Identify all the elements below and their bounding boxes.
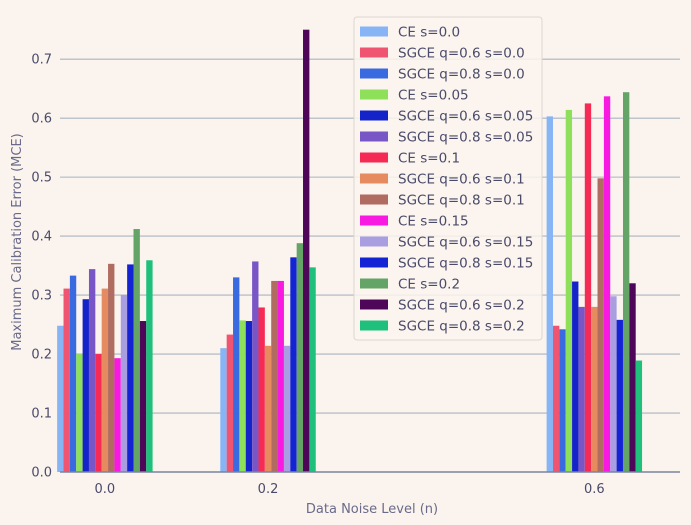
legend-entry: SGCE q=0.6 s=0.15 xyxy=(398,235,533,251)
bar xyxy=(277,280,284,472)
bar xyxy=(139,321,147,472)
bar xyxy=(258,307,265,472)
legend-entry: SGCE q=0.6 s=0.0 xyxy=(398,46,525,62)
legend-swatch xyxy=(360,152,388,163)
bar xyxy=(88,269,96,472)
legend-swatch xyxy=(360,110,388,121)
y-axis-label: Maximum Calibration Error (MCE) xyxy=(10,133,25,351)
bar xyxy=(264,345,272,472)
bar xyxy=(146,260,153,472)
legend: CE s=0.0 SGCE q=0.6 s=0.0 SGCE q=0.8 s=0.0… xyxy=(353,16,543,341)
bar xyxy=(82,299,89,472)
legend-swatch xyxy=(360,320,388,331)
bar xyxy=(76,354,83,472)
bar xyxy=(114,358,121,472)
legend-swatch xyxy=(360,194,388,205)
bar xyxy=(63,288,70,472)
y-tick-label: 0.7 xyxy=(31,53,52,68)
legend-entry: SGCE q=0.8 s=0.05 xyxy=(398,130,533,146)
bar xyxy=(133,229,140,472)
bar xyxy=(546,116,553,472)
bar xyxy=(559,329,566,472)
bar xyxy=(108,263,115,472)
legend-swatch xyxy=(360,215,388,226)
legend-entry: SGCE q=0.6 s=0.05 xyxy=(398,109,533,125)
legend-swatch xyxy=(360,299,388,310)
bar xyxy=(629,283,636,472)
bar xyxy=(69,275,77,472)
bar xyxy=(578,306,585,472)
bar xyxy=(252,261,259,472)
bar xyxy=(309,267,316,472)
legend-swatch xyxy=(360,173,388,184)
bar xyxy=(290,257,297,472)
legend-swatch xyxy=(360,47,388,58)
legend-entry: SGCE q=0.8 s=0.2 xyxy=(398,319,525,335)
bar xyxy=(565,109,573,473)
bar xyxy=(57,325,64,472)
bar xyxy=(271,280,278,472)
bar xyxy=(597,178,604,473)
bar xyxy=(120,295,128,472)
legend-entry: CE s=0.0 xyxy=(398,25,460,41)
legend-entry: SGCE q=0.8 s=0.0 xyxy=(398,67,525,83)
bar xyxy=(95,354,102,472)
bar xyxy=(591,306,598,472)
x-tick-label: 0.0 xyxy=(95,482,116,497)
y-tick-label: 0.2 xyxy=(31,348,52,363)
legend-entry: SGCE q=0.6 s=0.2 xyxy=(398,298,525,314)
bar xyxy=(233,277,240,472)
legend-entry: CE s=0.2 xyxy=(398,277,460,293)
bar xyxy=(622,92,630,472)
legend-entry: SGCE q=0.8 s=0.15 xyxy=(398,256,533,272)
y-tick-label: 0.5 xyxy=(31,171,52,186)
axes: 0.0 0.1 0.2 0.3 0.4 0.5 0.6 0.7 0.0 0.2 0.6 xyxy=(31,53,680,497)
bar xyxy=(127,264,134,472)
x-tick-label: 0.2 xyxy=(258,482,279,497)
bar xyxy=(552,325,560,472)
y-tick-label: 0.6 xyxy=(31,112,52,127)
legend-swatch xyxy=(360,68,388,79)
bar xyxy=(635,360,643,472)
legend-swatch xyxy=(360,26,388,37)
legend-box xyxy=(353,16,543,341)
legend-entry: CE s=0.05 xyxy=(398,88,469,104)
bar xyxy=(603,96,611,472)
bar xyxy=(296,243,304,472)
legend-entry: SGCE q=0.8 s=0.1 xyxy=(398,193,525,209)
bar xyxy=(101,288,109,472)
bar xyxy=(220,348,227,472)
legend-entry: CE s=0.15 xyxy=(398,214,469,230)
bar xyxy=(226,334,234,472)
legend-swatch xyxy=(360,257,388,268)
bar xyxy=(610,296,617,472)
bars xyxy=(57,29,643,473)
bar xyxy=(245,321,253,472)
bar xyxy=(584,103,592,473)
legend-entry: CE s=0.1 xyxy=(398,151,460,167)
bar xyxy=(572,281,579,472)
legend-swatch xyxy=(360,131,388,142)
y-tick-label: 0.3 xyxy=(31,289,52,304)
bar xyxy=(616,319,623,472)
x-tick-label: 0.6 xyxy=(584,482,605,497)
bar xyxy=(303,29,310,472)
legend-swatch xyxy=(360,236,388,247)
y-tick-label: 0.1 xyxy=(31,407,52,422)
legend-swatch xyxy=(360,89,388,100)
legend-entry: SGCE q=0.6 s=0.1 xyxy=(398,172,525,188)
y-tick-label: 0.4 xyxy=(31,230,52,245)
bar xyxy=(239,320,246,472)
legend-swatch xyxy=(360,278,388,289)
x-axis-label: Data Noise Level (n) xyxy=(306,502,438,517)
y-tick-label: 0.0 xyxy=(31,466,52,481)
bar xyxy=(283,345,291,472)
